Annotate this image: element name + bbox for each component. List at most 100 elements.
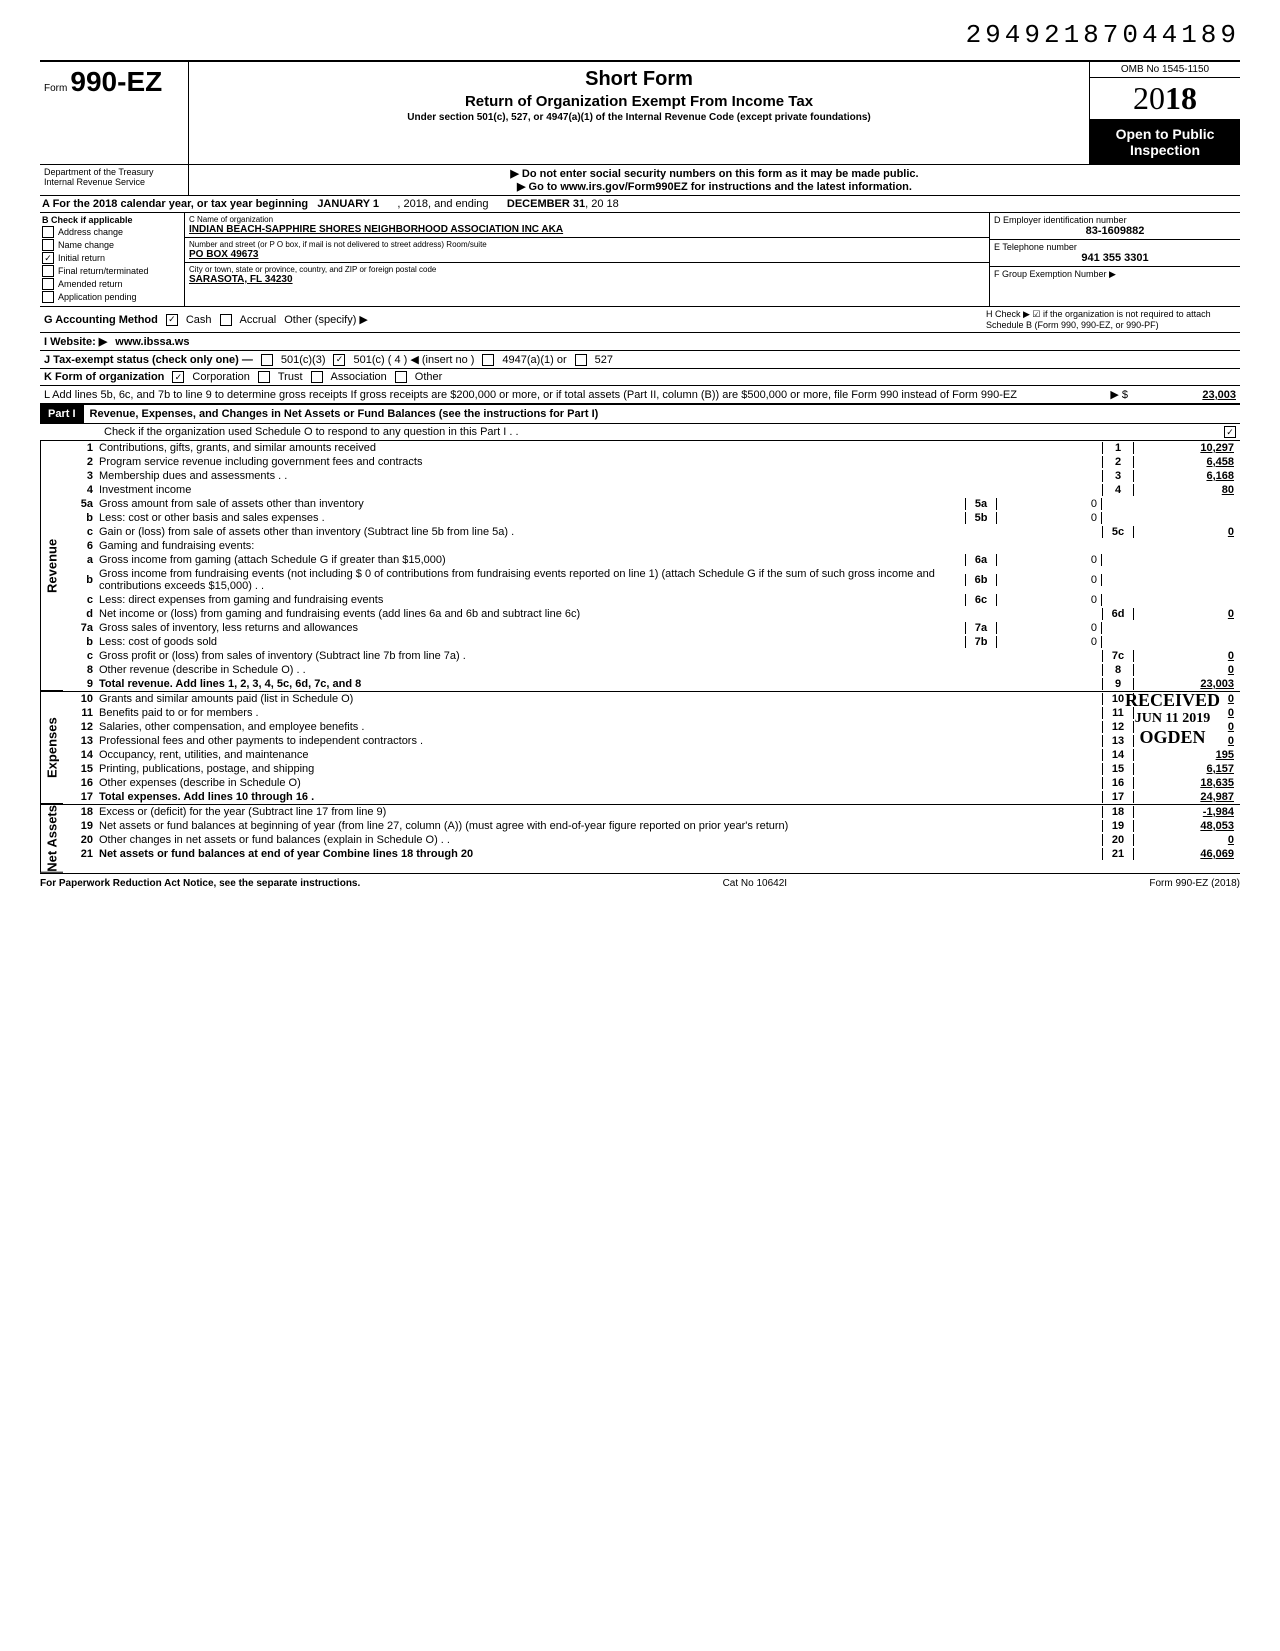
line-text: Benefits paid to or for members . xyxy=(99,706,1102,720)
line-num: a xyxy=(63,554,99,566)
cb-amended[interactable]: Amended return xyxy=(42,278,182,290)
k-o4: Other xyxy=(415,371,443,383)
cb-trust[interactable] xyxy=(258,371,270,383)
netassets-section: Net Assets 18Excess or (deficit) for the… xyxy=(40,805,1240,874)
part1-label: Part I xyxy=(40,405,84,423)
phone-row: E Telephone number 941 355 3301 xyxy=(990,240,1240,267)
header-right: OMB No 1545-1150 2018 Open to Public Ins… xyxy=(1089,62,1240,164)
right-val: -1,984 xyxy=(1134,806,1240,818)
line-14: 14Occupancy, rent, utilities, and mainte… xyxy=(63,748,1240,762)
col-b: B Check if applicable Address change Nam… xyxy=(40,213,185,306)
dln-number: 29492187044189 xyxy=(40,20,1240,50)
cb-schedule-o[interactable]: ✓ xyxy=(1224,426,1236,438)
line-num: 5a xyxy=(63,498,99,510)
right-num: 10 xyxy=(1102,693,1134,705)
line-text: Total expenses. Add lines 10 through 16 … xyxy=(99,790,1102,804)
right-num: 5c xyxy=(1102,526,1134,538)
ein-val: 83-1609882 xyxy=(994,225,1236,237)
line-text: Printing, publications, postage, and shi… xyxy=(99,762,1102,776)
cb-other-org[interactable] xyxy=(395,371,407,383)
line-text: Occupancy, rent, utilities, and maintena… xyxy=(99,748,1102,762)
omb-number: OMB No 1545-1150 xyxy=(1090,62,1240,78)
j-o3: 4947(a)(1) or xyxy=(502,354,566,366)
cb-assoc[interactable] xyxy=(311,371,323,383)
cb-address-change[interactable]: Address change xyxy=(42,226,182,238)
line-5a: 5aGross amount from sale of assets other… xyxy=(63,497,1240,511)
part1-check-row: Check if the organization used Schedule … xyxy=(40,424,1240,441)
line-num: 10 xyxy=(63,693,99,705)
line-text: Salaries, other compensation, and employ… xyxy=(99,720,1102,734)
line-18: 18Excess or (deficit) for the year (Subt… xyxy=(63,805,1240,819)
line-num: c xyxy=(63,650,99,662)
expenses-vlabel: Expenses xyxy=(40,692,63,804)
col-c: C Name of organization INDIAN BEACH-SAPP… xyxy=(185,213,989,306)
right-num: 16 xyxy=(1102,777,1134,789)
revenue-section: Revenue 1Contributions, gifts, grants, a… xyxy=(40,441,1240,692)
cb-cash[interactable]: ✓ xyxy=(166,314,178,326)
k-label: K Form of organization xyxy=(44,371,164,383)
form-label: Form xyxy=(44,83,67,94)
other-lbl: Other (specify) ▶ xyxy=(284,313,368,326)
pra-notice: For Paperwork Reduction Act Notice, see … xyxy=(40,878,360,889)
right-num: 7c xyxy=(1102,650,1134,662)
row-g: G Accounting Method ✓Cash Accrual Other … xyxy=(40,307,1240,333)
mid-val: 0 xyxy=(997,622,1102,634)
right-num: 2 xyxy=(1102,456,1134,468)
mid-val: 0 xyxy=(997,594,1102,606)
line-c: cGross profit or (loss) from sales of in… xyxy=(63,649,1240,663)
cb-final-return[interactable]: Final return/terminated xyxy=(42,265,182,277)
j-o2: 501(c) ( 4 ) ◀ (insert no ) xyxy=(353,353,474,366)
line-num: 18 xyxy=(63,806,99,818)
line-num: 7a xyxy=(63,622,99,634)
right-num: 1 xyxy=(1102,442,1134,454)
line-text: Other changes in net assets or fund bala… xyxy=(99,833,1102,847)
org-addr-row: Number and street (or P O box, if mail i… xyxy=(185,238,989,263)
right-num: 8 xyxy=(1102,664,1134,676)
line-num: b xyxy=(63,512,99,524)
revenue-lines: 1Contributions, gifts, grants, and simil… xyxy=(63,441,1240,691)
line-num: 17 xyxy=(63,791,99,803)
cb-initial-return[interactable]: ✓Initial return xyxy=(42,252,182,264)
line-num: 19 xyxy=(63,820,99,832)
org-name-val: INDIAN BEACH-SAPPHIRE SHORES NEIGHBORHOO… xyxy=(189,224,985,235)
h-text: H Check ▶ ☑ if the organization is not r… xyxy=(986,309,1236,330)
i-label: I Website: ▶ xyxy=(44,335,107,348)
line-text: Program service revenue including govern… xyxy=(99,455,1102,469)
tax-year: 2018 xyxy=(1090,78,1240,120)
phone-val: 941 355 3301 xyxy=(994,252,1236,264)
right-num: 13 xyxy=(1102,735,1134,747)
right-val: 0 xyxy=(1134,650,1240,662)
line-text: Less: cost of goods sold xyxy=(99,635,965,649)
line-13: 13Professional fees and other payments t… xyxy=(63,734,1240,748)
right-val: 6,157 xyxy=(1134,763,1240,775)
form-rev: Form 990-EZ (2018) xyxy=(1149,878,1240,889)
l-arrow: ▶ $ xyxy=(1110,388,1128,401)
right-val: 0 xyxy=(1134,735,1240,747)
cb-accrual[interactable] xyxy=(220,314,232,326)
mid-val: 0 xyxy=(997,636,1102,648)
year-bold: 18 xyxy=(1165,80,1197,116)
website-val: www.ibssa.ws xyxy=(115,336,189,348)
line-16: 16Other expenses (describe in Schedule O… xyxy=(63,776,1240,790)
cb-501c[interactable]: ✓ xyxy=(333,354,345,366)
line-b: bGross income from fundraising events (n… xyxy=(63,567,1240,593)
cb-pending[interactable]: Application pending xyxy=(42,291,182,303)
line-num: 15 xyxy=(63,763,99,775)
cb-4947[interactable] xyxy=(482,354,494,366)
right-num: 3 xyxy=(1102,470,1134,482)
cb-501c3[interactable] xyxy=(261,354,273,366)
line-num: 11 xyxy=(63,707,99,719)
right-val: 18,635 xyxy=(1134,777,1240,789)
mid-val: 0 xyxy=(997,512,1102,524)
cat-no: Cat No 10642I xyxy=(723,878,788,889)
cb-527[interactable] xyxy=(575,354,587,366)
line-3: 3Membership dues and assessments . .36,1… xyxy=(63,469,1240,483)
l-text: L Add lines 5b, 6c, and 7b to line 9 to … xyxy=(44,389,1102,401)
line-text: Membership dues and assessments . . xyxy=(99,469,1102,483)
cb-name-change[interactable]: Name change xyxy=(42,239,182,251)
line-8: 8Other revenue (describe in Schedule O) … xyxy=(63,663,1240,677)
col-b-title: B Check if applicable xyxy=(42,215,133,225)
right-num: 21 xyxy=(1102,848,1134,860)
cb-corp[interactable]: ✓ xyxy=(172,371,184,383)
right-val: 80 xyxy=(1134,484,1240,496)
